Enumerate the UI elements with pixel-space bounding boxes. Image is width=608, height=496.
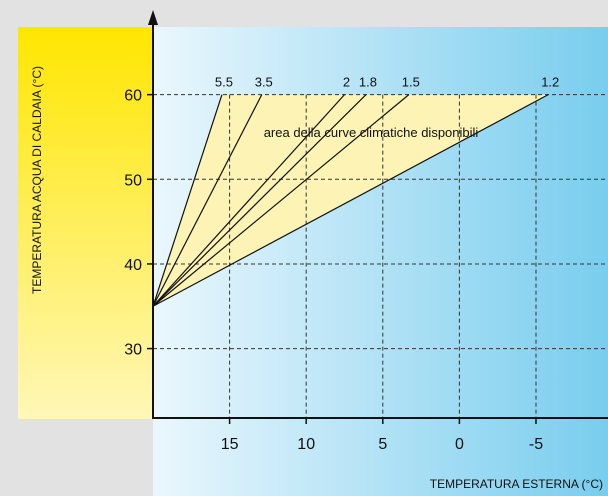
y-tick-label-0: 30 xyxy=(124,342,142,359)
curve-line-5 xyxy=(152,94,549,307)
curve-line-4 xyxy=(152,94,410,307)
curve-label-4: 1.5 xyxy=(402,75,420,90)
curve-line-1 xyxy=(152,94,263,307)
y-axis-label: TEMPERATURA ACQUA DI CALDAIA (°C) xyxy=(30,66,44,294)
x-tick-label-2: 5 xyxy=(378,436,387,453)
x-tick-label-4: -5 xyxy=(529,436,543,453)
curve-labels: 5.5 3.5 2 1.8 1.5 1.2 xyxy=(215,75,559,90)
curve-label-1: 3.5 xyxy=(255,75,273,90)
area-label: area della curve climatiche disponibili xyxy=(264,125,479,140)
x-tick-label-1: 10 xyxy=(297,436,315,453)
x-tick-label-0: 15 xyxy=(221,436,239,453)
curve-label-0: 5.5 xyxy=(215,75,233,90)
y-axis-arrow-icon xyxy=(148,10,158,25)
x-axis-label: TEMPERATURA ESTERNA (°C) xyxy=(430,477,603,491)
y-tick-label-2: 50 xyxy=(124,172,142,189)
curve-label-2: 2 xyxy=(343,75,350,90)
x-tick-label-3: 0 xyxy=(455,436,464,453)
heating-curves xyxy=(152,94,549,307)
curve-line-0 xyxy=(152,94,223,307)
curve-line-3 xyxy=(152,94,367,307)
y-axis-band xyxy=(18,27,153,419)
curve-line-2 xyxy=(152,94,345,307)
y-tick-label-3: 60 xyxy=(124,88,142,105)
grid xyxy=(153,94,608,418)
curve-label-5: 1.2 xyxy=(541,75,559,90)
y-tick-label-1: 40 xyxy=(124,257,142,274)
curve-label-3: 1.8 xyxy=(359,75,377,90)
